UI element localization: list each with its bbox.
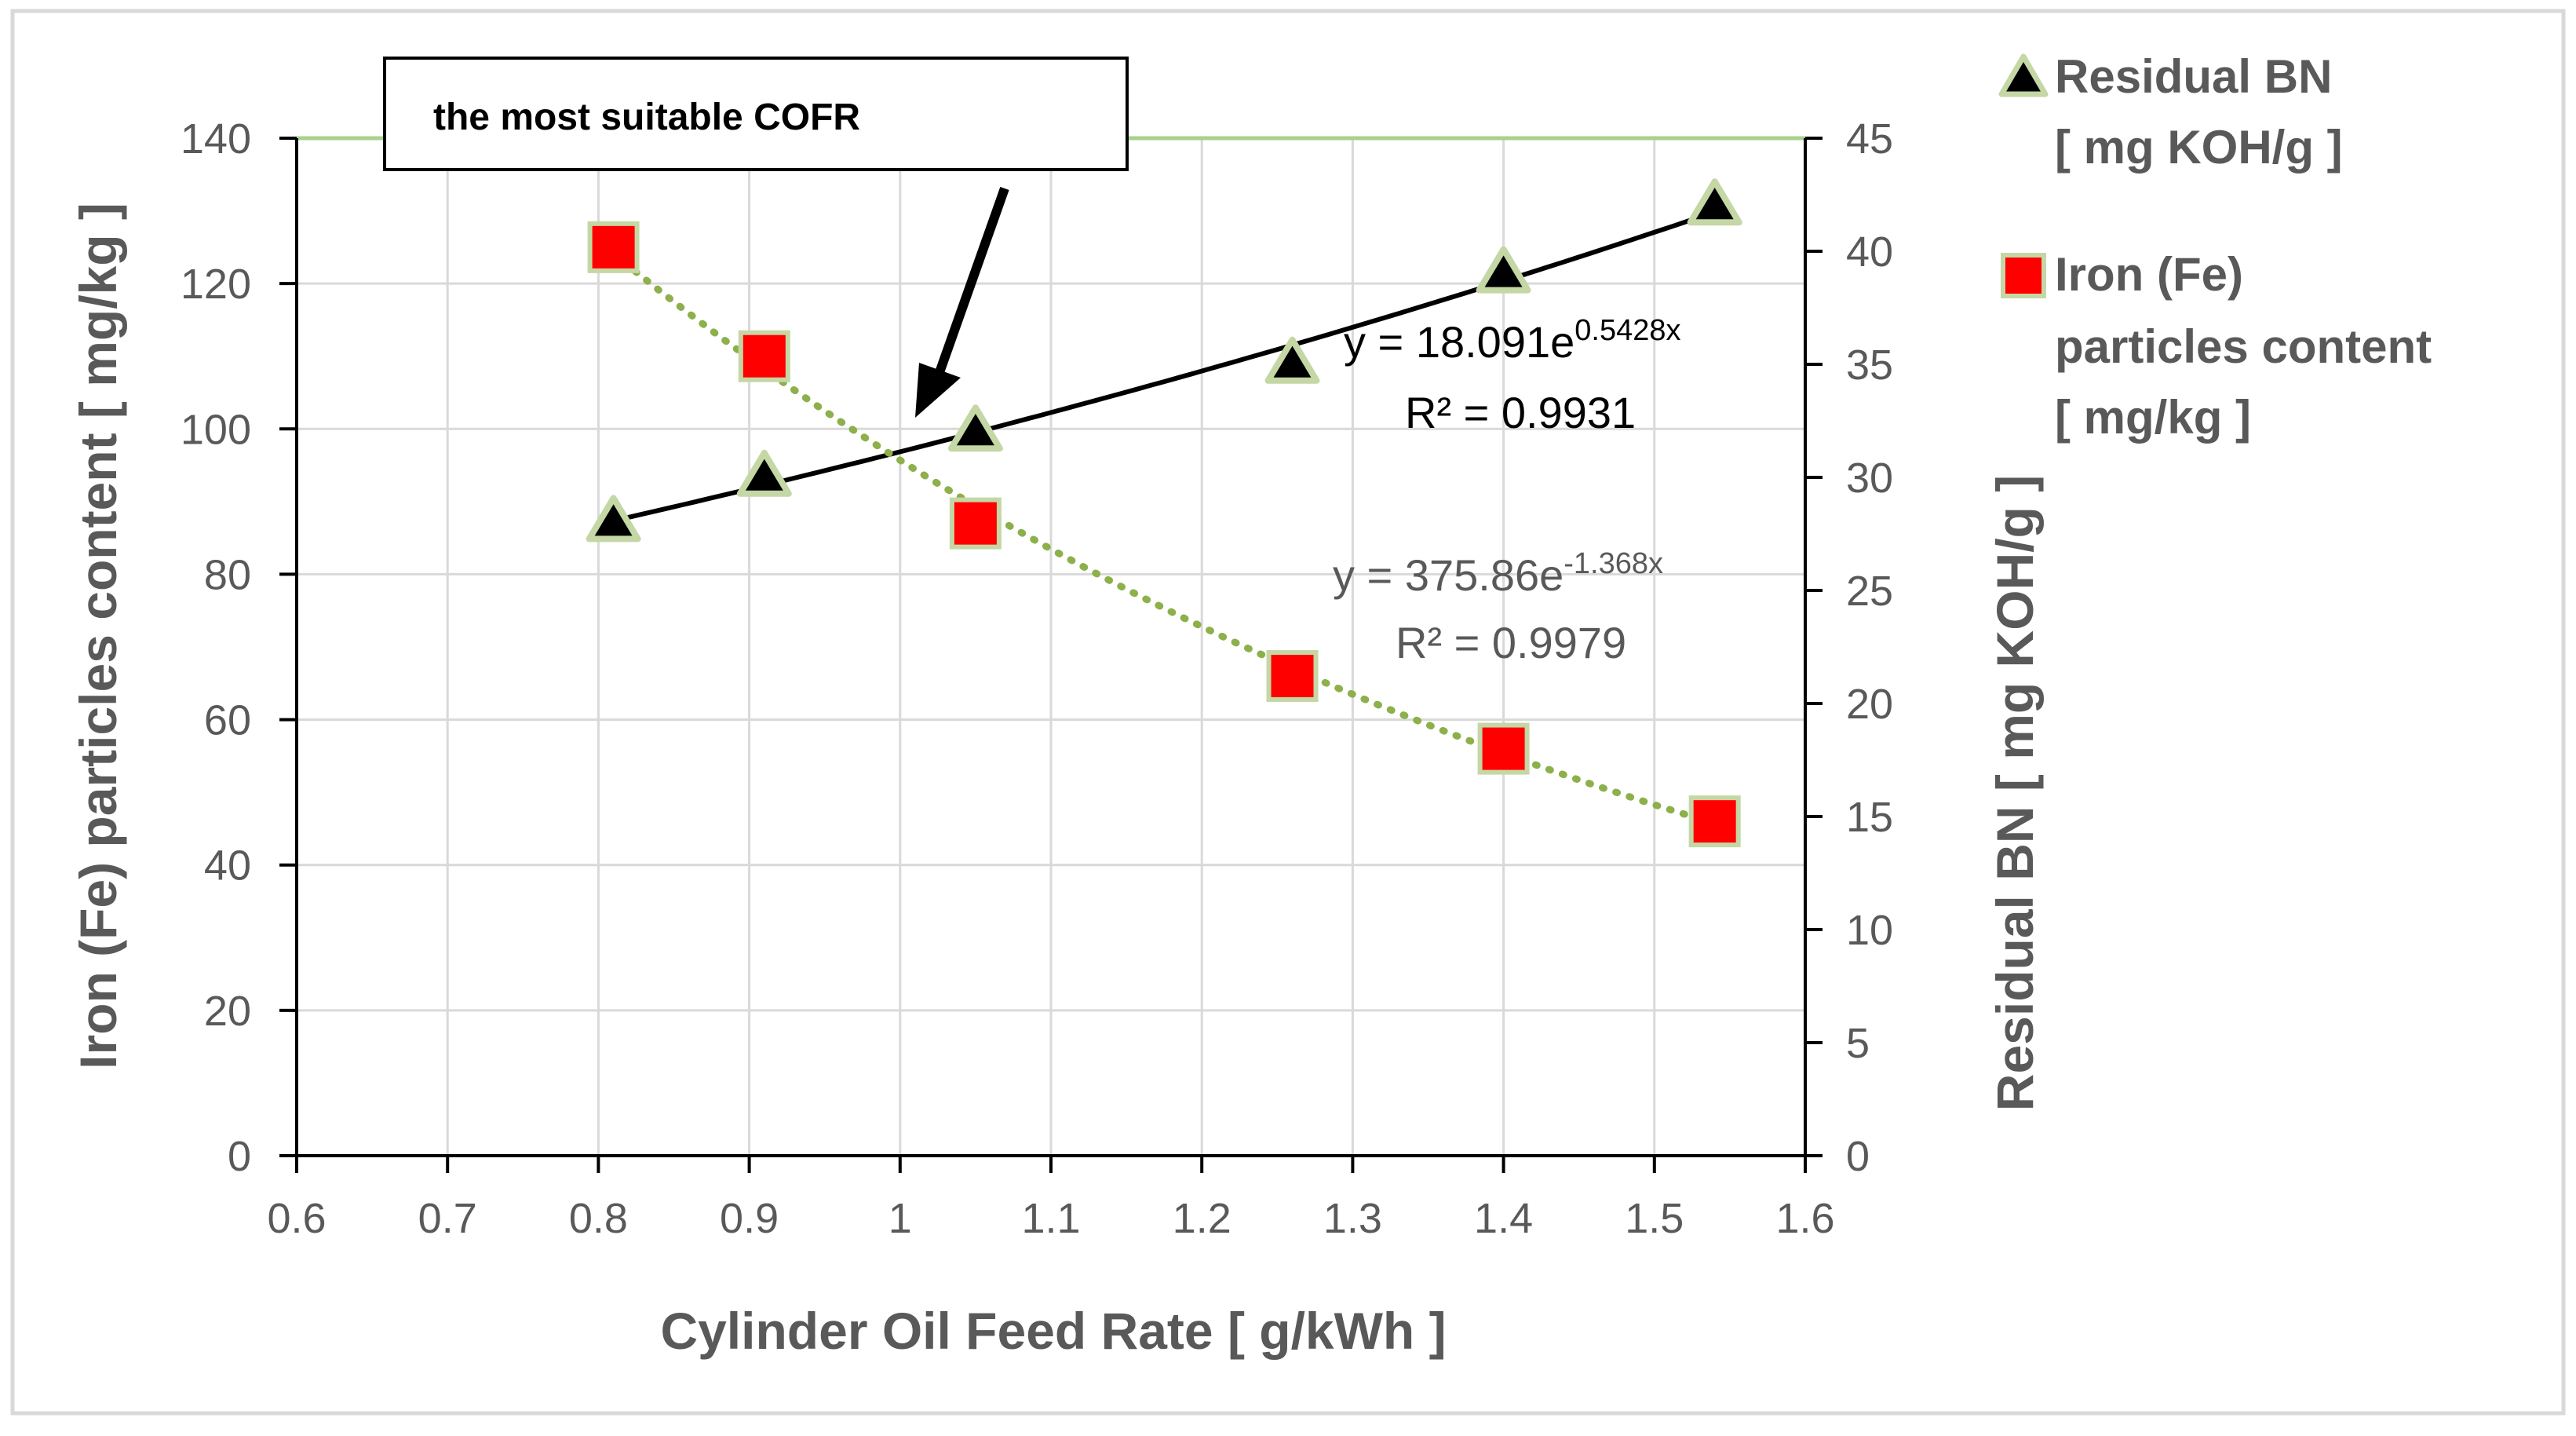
legend: Residual BN [ mg KOH/g ] Iron (Fe) parti… (1998, 50, 2432, 444)
y-right-tick-label: 15 (1846, 794, 1893, 841)
y-left-tick-label: 140 (181, 115, 251, 163)
trendline-fe (610, 250, 1719, 828)
trendline-bn (612, 210, 1716, 524)
axis-layer (279, 137, 1823, 1173)
y-right-tick-label: 10 (1846, 907, 1893, 954)
tick-label-layer: 0.6 0.7 0.8 0.9 1 1.1 1.2 1.3 1.4 1.5 1.6 0 20 40 60 80… (181, 115, 1893, 1242)
y-left-tick-label: 80 (204, 551, 251, 598)
bn-data-point (586, 495, 641, 543)
callout-text: the most suitable COFR (433, 97, 860, 138)
legend-fe-label-line3: [ mg/kg ] (2055, 391, 2251, 444)
fe-data-point (1266, 650, 1319, 703)
legend-bn-marker (1998, 53, 2049, 97)
fe-data-point (738, 330, 790, 382)
bn-trend-r2: R² = 0.9931 (1405, 388, 1636, 437)
fe-data-point (587, 221, 640, 273)
x-tick-label: 0.6 (267, 1195, 326, 1242)
y-left-tick-label: 120 (181, 261, 251, 308)
legend-bn-label-line1: Residual BN (2055, 50, 2332, 103)
fe-data-point (1477, 722, 1530, 775)
x-axis-title: Cylinder Oil Feed Rate [ g/kWh ] (660, 1302, 1446, 1360)
y-left-tick-label: 100 (181, 406, 251, 453)
bn-data-point (1687, 178, 1742, 226)
y-right-tick-label: 25 (1846, 568, 1893, 615)
x-tick-label: 1.1 (1021, 1195, 1080, 1242)
x-tick-label: 1.6 (1775, 1195, 1834, 1242)
y-left-tick-label: 0 (228, 1133, 251, 1180)
marker-layer (586, 178, 1742, 848)
x-tick-label: 1 (888, 1195, 912, 1242)
legend-fe-label-line1: Iron (Fe) (2055, 248, 2243, 301)
fe-trend-r2: R² = 0.9979 (1396, 618, 1626, 667)
fe-equation-exponent: -1.368x (1563, 547, 1663, 580)
fe-trend-equation: y = 375.86e-1.368x (1333, 547, 1663, 600)
bn-data-point (736, 449, 792, 497)
bn-trend-equation: y = 18.091e0.5428x (1344, 314, 1680, 367)
bn-equation-exponent: 0.5428x (1574, 314, 1680, 347)
fe-equation-base: y = 375.86e (1333, 550, 1563, 600)
chart-frame (10, 9, 2566, 1416)
y-left-tick-label: 60 (204, 697, 251, 744)
y-right-tick-label: 30 (1846, 455, 1893, 502)
y-right-tick-label: 35 (1846, 342, 1893, 389)
bn-data-point (1476, 246, 1531, 294)
y-left-tick-label: 40 (204, 842, 251, 890)
y-axis-left-title: Iron (Fe) particles content [ mg/kg ] (69, 203, 127, 1069)
x-tick-label: 0.7 (418, 1195, 477, 1242)
y-left-tick-label: 20 (204, 988, 251, 1035)
y-right-tick-label: 5 (1846, 1020, 1870, 1067)
fe-data-point (949, 497, 1002, 550)
x-tick-label: 0.8 (569, 1195, 628, 1242)
x-tick-label: 0.9 (720, 1195, 779, 1242)
callout-arrowhead (915, 363, 961, 418)
y-right-tick-label: 0 (1846, 1133, 1870, 1180)
callout-arrow-shaft (933, 186, 1009, 379)
bn-equation-base: y = 18.091e (1344, 317, 1574, 367)
bn-data-point (1264, 336, 1320, 384)
legend-fe-label-line2: particles content (2055, 320, 2432, 373)
legend-fe-marker (2001, 253, 2046, 298)
bn-data-point (947, 404, 1003, 452)
y-axis-right-title: Residual BN [ mg KOH/g ] (1986, 475, 2044, 1111)
y-right-tick-label: 40 (1846, 228, 1893, 276)
trendline-layer (610, 210, 1719, 828)
callout-box (383, 57, 1129, 171)
x-tick-label: 1.5 (1625, 1195, 1684, 1242)
y-right-tick-label: 20 (1846, 681, 1893, 728)
legend-bn-label-line2: [ mg KOH/g ] (2055, 121, 2343, 174)
x-tick-label: 1.3 (1323, 1195, 1382, 1242)
y-right-tick-label: 45 (1846, 115, 1893, 163)
fe-data-point (1688, 795, 1741, 848)
x-tick-label: 1.2 (1173, 1195, 1231, 1242)
x-tick-label: 1.4 (1474, 1195, 1533, 1242)
